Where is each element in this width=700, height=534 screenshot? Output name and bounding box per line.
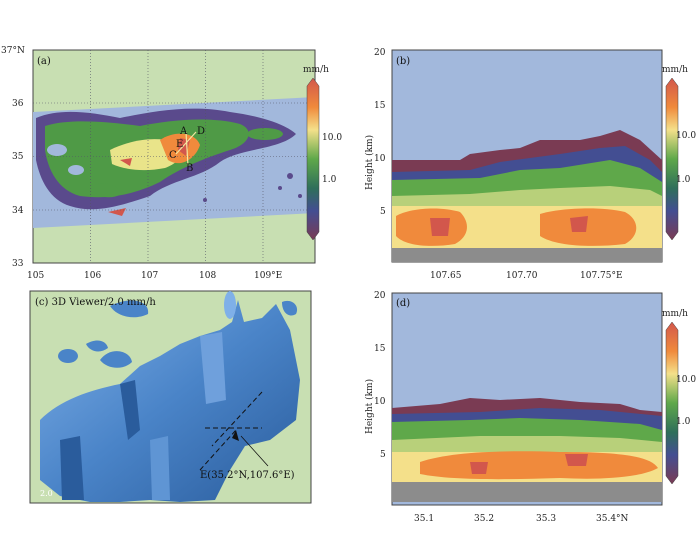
panel-a: A D E C B (a) 37°N 36 35 34 33 105 106 1…: [1, 46, 342, 281]
panel-d-xtick-1: 35.1: [414, 514, 434, 524]
panel-a-label: (a): [37, 56, 51, 67]
panel-b-xtick-2: 107.70: [506, 271, 538, 281]
panel-d: (d) Height (km) 20 15 10 5 35.1 35.2 35.…: [364, 291, 696, 524]
colorbar-a-1: 1.0: [322, 175, 337, 185]
colorbar-a: [306, 77, 320, 241]
panel-c-leader: [240, 435, 269, 467]
colorbar-b: [665, 77, 679, 241]
panel-c-arrow: [232, 430, 239, 441]
panel-b-ytick-5: 5: [380, 207, 386, 217]
colorbar-b-10: 10.0: [676, 131, 696, 141]
colorbar-d-1: 1.0: [676, 417, 691, 427]
panel-c-guides: [199, 391, 263, 471]
panel-b-ytick-10: 10: [374, 154, 386, 164]
panel-d-xtick-2: 35.2: [474, 514, 494, 524]
precip-echo: [36, 108, 302, 216]
map-grid: [33, 50, 315, 263]
lon-tick-106: 106: [84, 271, 101, 281]
lon-tick-105: 105: [27, 271, 44, 281]
panel-c-corner: 2.0: [40, 489, 53, 498]
panel-d-ytick-20: 20: [374, 291, 386, 301]
section-line-ab: [185, 131, 189, 167]
point-label-c: C: [169, 150, 177, 161]
lon-tick-108: 108: [199, 271, 216, 281]
panel-d-unit: mm/h: [662, 309, 688, 319]
panel-b-ytick-20: 20: [374, 48, 386, 58]
panel-d-xtick-3: 35.3: [536, 514, 556, 524]
lon-tick-109: 109°E: [254, 271, 282, 281]
panel-c-annotation: E(35.2°N,107.6°E): [200, 470, 295, 481]
point-label-b: B: [186, 163, 193, 174]
lat-tick-37: 37°N: [1, 46, 25, 56]
lat-tick-34: 34: [12, 206, 24, 216]
colorbar-a-10: 10.0: [322, 133, 342, 143]
panel-a-unit: mm/h: [303, 65, 329, 75]
panel-d-label: (d): [396, 298, 410, 309]
lon-tick-107: 107: [141, 271, 158, 281]
panel-b-label: (b): [396, 56, 410, 67]
colorbar-d: [665, 321, 679, 485]
lat-tick-33: 33: [12, 259, 24, 269]
panel-d-ylabel: Height (km): [364, 379, 375, 434]
panel-b-xtick-3: 107.75°E: [580, 271, 623, 281]
point-label-d: D: [197, 126, 205, 137]
section-line-cd: [175, 131, 197, 155]
lat-tick-36: 36: [12, 99, 24, 109]
panel-b-ytick-15: 15: [374, 101, 386, 111]
panel-d-ytick-10: 10: [374, 397, 386, 407]
panel-d-ytick-15: 15: [374, 344, 386, 354]
lat-tick-35: 35: [12, 152, 24, 162]
panel-b-section: [392, 130, 662, 262]
panel-c: (c) 3D Viewer/2.0 mm/h E(35.2°N,107.6°E)…: [29, 290, 312, 504]
panel-b-xtick-1: 107.65: [430, 271, 462, 281]
panel-b-unit: mm/h: [662, 65, 688, 75]
point-label-e: E: [176, 139, 183, 150]
panel-d-ytick-5: 5: [380, 450, 386, 460]
colorbar-b-1: 1.0: [676, 175, 691, 185]
panel-b: (b) Height (km) 20 15 10 5 107.65 107.70…: [364, 48, 696, 281]
point-label-a: A: [179, 126, 188, 137]
panel-b-ylabel: Height (km): [364, 135, 375, 190]
panel-d-section: [392, 398, 662, 502]
panel-c-label: (c) 3D Viewer/2.0 mm/h: [35, 297, 156, 308]
panel-d-xtick-4: 35.4°N: [596, 514, 629, 524]
panel-c-volume: [40, 291, 300, 502]
colorbar-d-10: 10.0: [676, 375, 696, 385]
